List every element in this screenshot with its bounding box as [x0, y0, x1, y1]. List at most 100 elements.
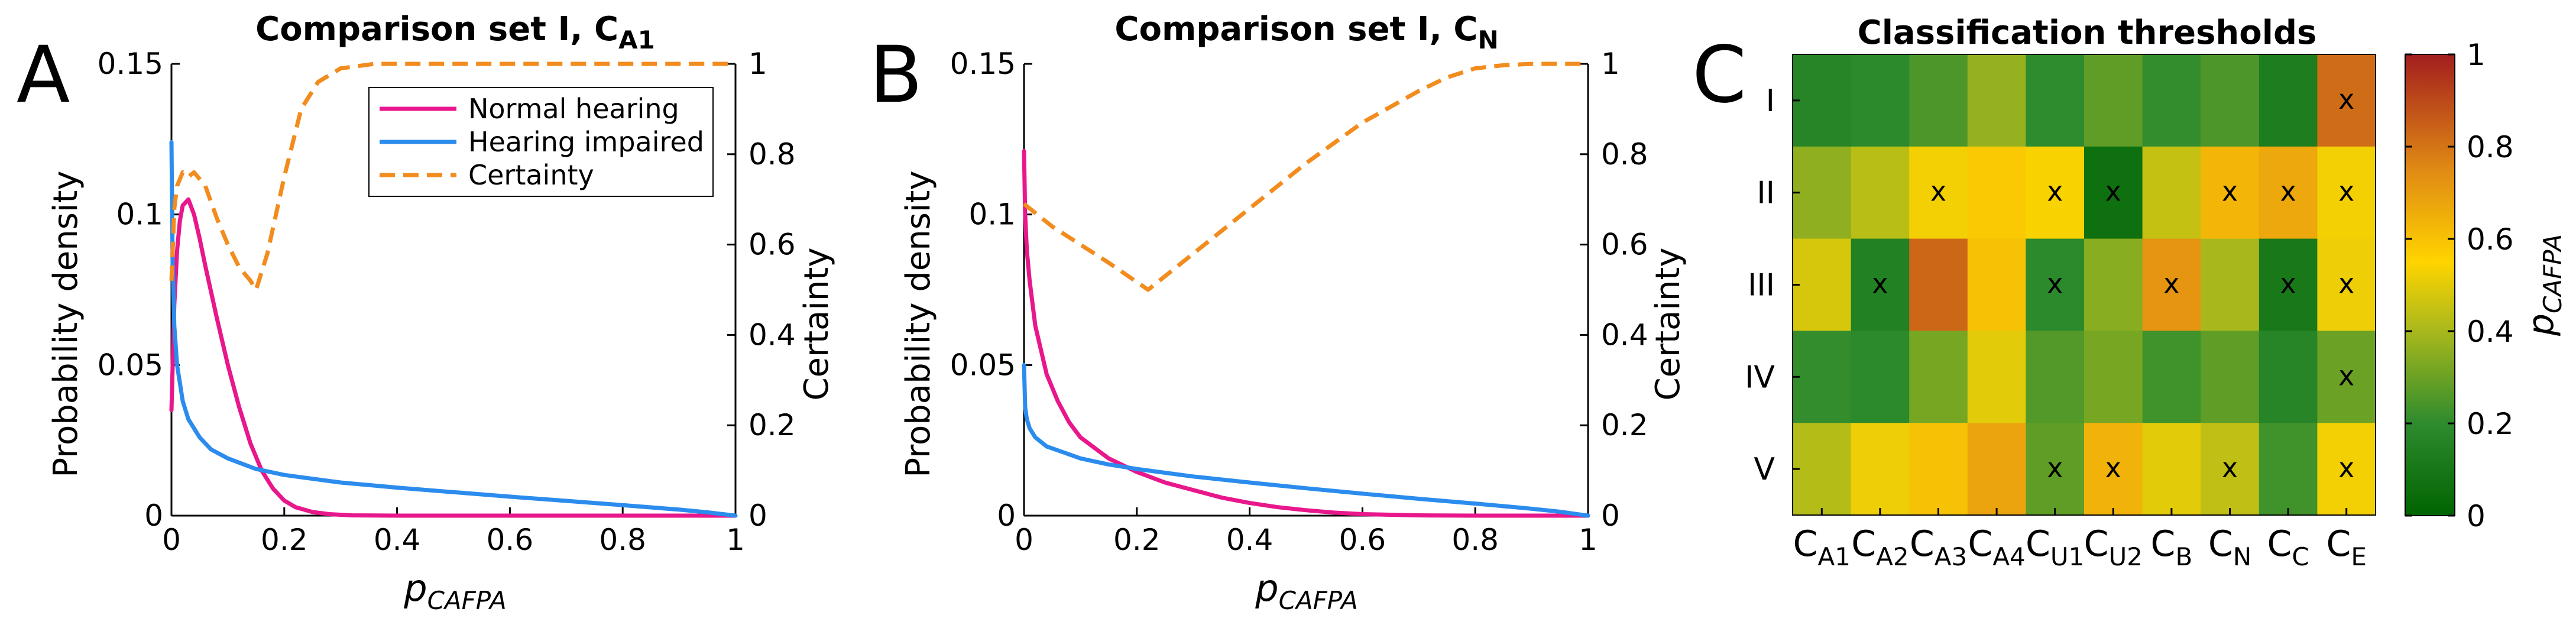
x-tick-label: 0.4	[1226, 523, 1274, 557]
heatmap-cell	[2317, 331, 2376, 423]
heatmap-cell	[2259, 54, 2318, 147]
colorbar-tick-label: 1	[2467, 38, 2486, 72]
heatmap-mark: x	[2338, 83, 2354, 115]
xlabel-a-sub: CAFPA	[427, 586, 507, 615]
heatmap-cell	[2142, 423, 2201, 516]
heatmap-mark: x	[2047, 268, 2063, 300]
heatmap-col-label-main: C	[2084, 523, 2109, 565]
heatmap-row-label: I	[1766, 83, 1775, 119]
heatmap-cell	[2142, 331, 2201, 423]
heatmap-cell	[2317, 54, 2376, 147]
heatmap-cell	[1851, 331, 1910, 423]
xlabel-b: pCAFPA	[1255, 567, 1358, 615]
heatmap-col-label-sub: U1	[2050, 542, 2084, 571]
heatmap-mark: x	[2338, 268, 2354, 300]
ylabel-left-b: Probability density	[899, 170, 938, 477]
legend-label-impaired: Hearing impaired	[468, 126, 704, 158]
heatmap-cell	[2201, 54, 2260, 147]
heatmap-cell	[2026, 331, 2085, 423]
heatmap-cell	[1909, 238, 1968, 331]
ylabel-right-a: Certainty	[798, 248, 836, 401]
heatmap-col-label: CU1	[2026, 523, 2084, 571]
y-tick-label-left: 0.15	[98, 47, 163, 81]
heatmap-cell	[2084, 146, 2143, 239]
heatmap-cell	[2317, 423, 2376, 516]
panel-c-title: Classification thresholds	[1858, 14, 2317, 52]
heatmap-cell	[1967, 331, 2026, 423]
heatmap-cell	[1793, 423, 1852, 516]
colorbar-tick-label: 0.4	[2467, 315, 2514, 349]
heatmap-col-label-sub: A3	[1935, 542, 1967, 571]
x-tick-label: 0.6	[487, 523, 534, 557]
colorbar-label: pCAFPA	[2520, 234, 2567, 336]
heatmap-cell	[2142, 54, 2201, 147]
heatmap-cell	[1851, 54, 1910, 147]
heatmap-cell	[1793, 331, 1852, 423]
y-tick-label-left: 0	[997, 498, 1016, 533]
colorbar-label-main: p	[2520, 313, 2562, 336]
heatmap-cell	[2201, 423, 2260, 516]
x-tick-label: 0.6	[1339, 523, 1386, 557]
y-tick-label-right: 1	[749, 47, 767, 81]
heatmap-row-label: IV	[1745, 360, 1775, 395]
y-tick-label-right: 0.8	[749, 137, 796, 171]
heatmap-col-label: CA4	[1968, 523, 2025, 571]
x-tick-label: 0.8	[599, 523, 646, 557]
heatmap-cell	[1909, 146, 1968, 239]
heatmap-cell	[1851, 423, 1910, 516]
legend-label-certainty: Certainty	[468, 159, 594, 191]
heatmap-cell	[1851, 238, 1910, 331]
y-tick-label-right: 0	[1601, 498, 1620, 533]
heatmap-mark: x	[2163, 268, 2179, 300]
heatmap-col-label-sub: B	[2175, 542, 2192, 571]
xlabel-b-main: p	[1255, 567, 1278, 610]
y-tick-label-right: 0.4	[1601, 318, 1648, 352]
heatmap-cell	[1793, 146, 1852, 239]
heatmap-cell	[2084, 331, 2143, 423]
heatmap-col-label-main: C	[1910, 523, 1935, 565]
heatmap-cell	[2084, 423, 2143, 516]
y-tick-label-right: 0.6	[1601, 228, 1648, 262]
ylabel-left-a: Probability density	[47, 170, 85, 477]
heatmap-col-label-sub: A1	[1818, 542, 1851, 571]
series-certainty-line	[169, 61, 735, 292]
series-certainty-line	[1022, 61, 1588, 292]
x-tick-label: 0	[1015, 523, 1033, 557]
heatmap-mark: x	[2105, 176, 2121, 208]
y-tick-label-right: 0.2	[749, 408, 796, 442]
heatmap-cell	[2026, 54, 2085, 147]
heatmap-col-label-main: C	[1851, 523, 1876, 565]
colorbar-tick-label: 0.2	[2467, 407, 2514, 441]
series-hearing-impaired-line	[1022, 362, 1590, 518]
heatmap-cell	[2142, 238, 2201, 331]
heatmap-row-label: V	[1754, 452, 1775, 487]
heatmap-cell	[2317, 146, 2376, 239]
heatmap-col-label: CU2	[2084, 523, 2143, 571]
colorbar-tick-label: 0.8	[2467, 130, 2514, 164]
heatmap-col-label: CN	[2208, 523, 2251, 571]
heatmap-col-label-main: C	[1793, 523, 1818, 565]
heatmap-cell	[1967, 238, 2026, 331]
heatmap-cell	[2259, 331, 2318, 423]
panel-c: C Classification thresholds x x x x x x x x x x x x…	[1692, 14, 2567, 571]
y-tick-label-left: 0.05	[98, 348, 163, 382]
series-normal-hearing-line	[169, 197, 738, 518]
panel-letter-c: C	[1692, 30, 1747, 121]
x-tick-label: 0.8	[1451, 523, 1499, 557]
legend-a: Normal hearing Hearing impaired Certaint…	[368, 87, 714, 197]
y-tick-label-right: 0	[749, 498, 767, 533]
heatmap-cell	[1909, 331, 1968, 423]
heatmap-cell	[2026, 423, 2085, 516]
panel-b-title-main: Comparison set I, C	[1114, 10, 1477, 48]
heatmap-cell	[1909, 54, 1968, 147]
heatmap-cell	[2201, 331, 2260, 423]
y-tick-label-left: 0.05	[950, 348, 1016, 382]
ylabel-right-b: Certainty	[1649, 248, 1687, 401]
xlabel-a: pCAFPA	[403, 567, 507, 615]
y-tick-label-right: 0.4	[749, 318, 796, 352]
heatmap-col-label-sub: C	[2292, 542, 2309, 571]
heatmap-cell	[2201, 238, 2260, 331]
